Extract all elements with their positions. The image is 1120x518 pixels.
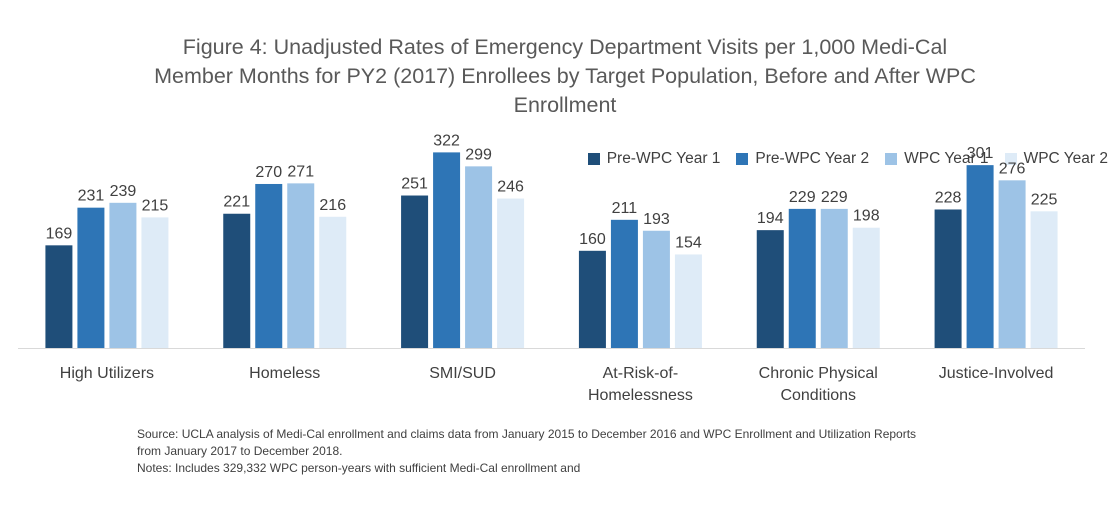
- category-label: SMI/SUD: [429, 365, 496, 382]
- data-label: 270: [255, 164, 282, 181]
- data-label: 228: [935, 189, 962, 206]
- data-label: 211: [612, 200, 638, 217]
- legend-item: Pre-WPC Year 1: [587, 150, 721, 168]
- bar: [141, 217, 169, 348]
- data-label: 198: [853, 208, 880, 225]
- data-label: 225: [1031, 191, 1058, 208]
- chart-title-line-1: Figure 4: Unadjusted Rates of Emergency …: [182, 35, 948, 59]
- bar: [674, 254, 702, 348]
- bar: [756, 230, 784, 348]
- category-label: Chronic Physical: [759, 365, 878, 382]
- bar: [77, 207, 105, 348]
- data-label: 229: [789, 189, 816, 206]
- notes-line: Notes: Includes 329,332 WPC person-years…: [137, 461, 581, 475]
- bar: [497, 198, 525, 348]
- data-label: 251: [401, 176, 428, 193]
- category-label: At-Risk-of-: [603, 365, 679, 382]
- category-label: Homeless: [249, 365, 320, 382]
- data-label: 194: [757, 210, 784, 227]
- bar: [223, 213, 251, 348]
- legend-item: WPC Year 1: [885, 150, 989, 168]
- legend-item: WPC Year 2: [1004, 150, 1108, 168]
- data-label: 154: [675, 234, 702, 251]
- category-label: Justice-Involved: [939, 365, 1054, 382]
- data-label: 169: [46, 225, 73, 242]
- chart-legend: Pre-WPC Year 1 Pre-WPC Year 2 WPC Year 1 WP…: [572, 150, 1108, 168]
- bar: [610, 219, 638, 348]
- legend-label: Pre-WPC Year 2: [755, 150, 870, 167]
- bar: [966, 165, 994, 348]
- bar: [578, 250, 606, 348]
- legend-swatch: [1004, 153, 1017, 165]
- data-label: 276: [999, 160, 1026, 177]
- bar: [1030, 211, 1058, 348]
- bar: [319, 216, 347, 348]
- data-label: 215: [142, 197, 169, 214]
- category-label: High Utilizers: [60, 365, 154, 382]
- data-label: 299: [465, 146, 492, 163]
- chart-title-line-3: Enrollment: [513, 93, 617, 117]
- chart-title: Figure 4: Unadjusted Rates of Emergency …: [80, 33, 1050, 120]
- data-label: 216: [319, 197, 346, 214]
- bar: [401, 195, 429, 348]
- legend-swatch: [587, 153, 600, 165]
- data-label: 271: [287, 163, 314, 180]
- bar: [109, 202, 137, 348]
- bar: [45, 245, 73, 348]
- bar: [820, 208, 848, 348]
- legend-label: WPC Year 1: [904, 150, 989, 167]
- legend-item: Pre-WPC Year 2: [736, 150, 869, 168]
- legend-label: WPC Year 2: [1023, 150, 1108, 167]
- bar: [465, 166, 493, 348]
- source-note-line-1: Source: UCLA analysis of Medi-Cal enroll…: [137, 427, 917, 441]
- data-label: 160: [579, 231, 606, 248]
- data-label: 231: [78, 188, 105, 205]
- bar: [287, 183, 315, 348]
- bar: [788, 208, 816, 348]
- chart-notes: Source: UCLA analysis of Medi-Cal enroll…: [137, 426, 1057, 477]
- legend-swatch: [885, 153, 898, 165]
- source-note-line-2: from January 2017 to December 2018.: [137, 444, 343, 458]
- category-label: Homelessness: [588, 387, 693, 404]
- legend-label: Pre-WPC Year 1: [606, 150, 721, 167]
- data-label: 193: [643, 211, 670, 228]
- bar: [255, 183, 283, 348]
- data-label: 239: [110, 183, 137, 200]
- bar: [433, 152, 461, 348]
- bar: [998, 180, 1026, 348]
- data-label: 301: [967, 145, 994, 162]
- data-label: 229: [821, 189, 848, 206]
- data-label: 246: [497, 179, 524, 196]
- bar: [934, 209, 962, 348]
- category-label: Conditions: [780, 387, 856, 404]
- legend-swatch: [736, 153, 749, 165]
- chart-title-line-2: Member Months for PY2 (2017) Enrollees b…: [154, 64, 976, 88]
- bar: [642, 230, 670, 348]
- data-label: 221: [223, 194, 250, 211]
- bar: [852, 227, 880, 348]
- data-label: 322: [433, 132, 460, 149]
